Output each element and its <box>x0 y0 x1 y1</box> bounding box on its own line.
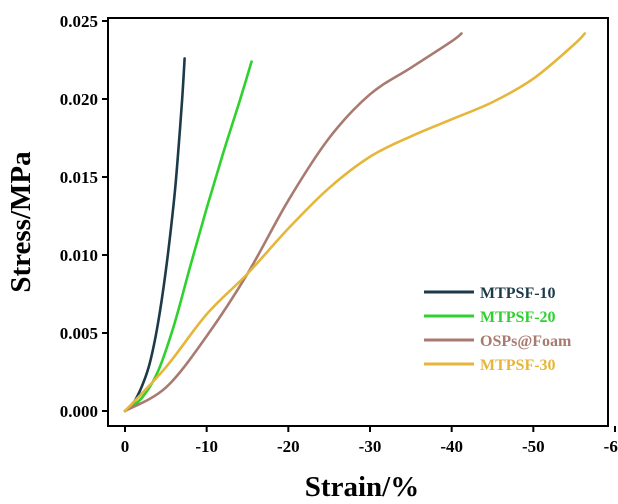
series-line-osps-foam <box>123 32 463 413</box>
y-tick-label: 0.005 <box>60 324 98 343</box>
x-tick-label: -40 <box>440 437 463 456</box>
x-tick-label: -20 <box>277 437 300 456</box>
curves <box>123 32 587 413</box>
series-line-mtpsf-10 <box>123 57 186 413</box>
y-tick-label: 0.015 <box>60 168 98 187</box>
y-tick-label: 0.025 <box>60 12 98 31</box>
x-axis-title: Strain/% <box>305 471 419 503</box>
y-tick-label: 0.020 <box>60 90 98 109</box>
legend: MTPSF-10 MTPSF-20 OSPs@Foam MTPSF-30 <box>424 285 572 374</box>
plot-area <box>107 17 609 427</box>
x-axis: 0 -10 -20 -30 -40 -50 -60 <box>121 426 618 456</box>
legend-label-mtpsf-10: MTPSF-10 <box>480 285 556 302</box>
y-tick-label: 0.000 <box>60 402 98 421</box>
series-line-mtpsf-20 <box>123 60 253 413</box>
y-axis-title: Stress/MPa <box>5 151 37 293</box>
x-tick-label: -10 <box>195 437 218 456</box>
x-tick-label: -50 <box>522 437 545 456</box>
series-line-mtpsf-30 <box>123 32 587 413</box>
x-tick-label: 0 <box>121 437 130 456</box>
legend-label-mtpsf-30: MTPSF-30 <box>480 357 556 374</box>
legend-label-mtpsf-20: MTPSF-20 <box>480 309 556 326</box>
x-tick-label: -30 <box>359 437 382 456</box>
legend-label-osps-foam: OSPs@Foam <box>480 333 572 350</box>
y-tick-label: 0.010 <box>60 246 98 265</box>
y-axis: 0.000 0.005 0.010 0.015 0.020 0.025 <box>60 12 108 421</box>
plot-frame <box>107 17 609 427</box>
x-tick-label: -60 <box>604 437 618 456</box>
